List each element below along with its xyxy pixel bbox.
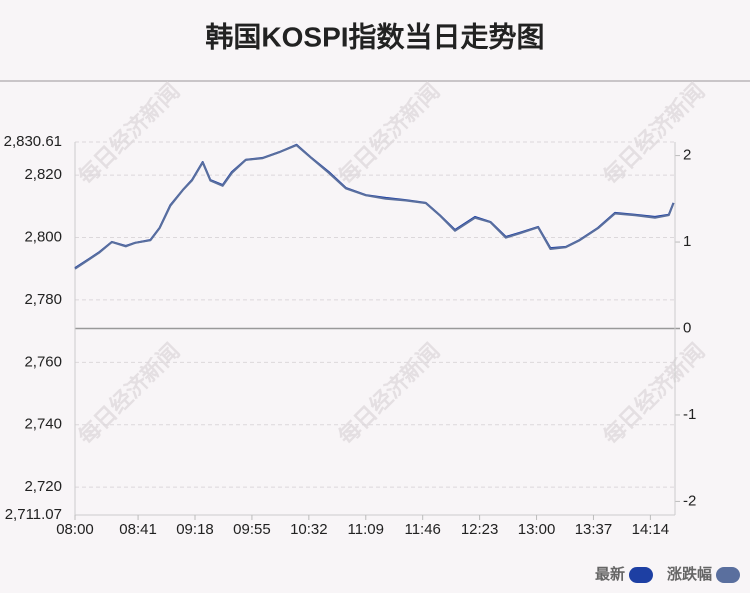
legend-label: 最新 <box>595 565 625 583</box>
x-tick-label: 10:32 <box>290 521 328 538</box>
y-tick-label: 2,760 <box>24 353 62 370</box>
x-tick-label: 13:00 <box>518 521 556 538</box>
x-tick-label: 11:09 <box>348 521 384 538</box>
legend-swatch <box>628 567 653 583</box>
y2-tick-label: 1 <box>683 233 691 250</box>
x-tick-label: 08:41 <box>119 521 157 538</box>
y2-tick-label: -2 <box>683 492 696 509</box>
legend-swatch <box>716 567 740 583</box>
x-tick-label: 14:14 <box>632 521 670 538</box>
x-tick-label: 09:55 <box>233 521 271 538</box>
y-tick-label: 2,720 <box>24 478 62 495</box>
y2-tick-label: -1 <box>683 406 696 423</box>
x-tick-label: 13:37 <box>575 521 613 538</box>
x-tick-label: 12:23 <box>461 521 499 538</box>
y-tick-label: 2,711.07 <box>5 506 62 523</box>
series-line <box>74 144 675 270</box>
x-tick-label: 09:18 <box>176 521 214 538</box>
y-tick-label: 2,740 <box>24 416 62 433</box>
y-tick-label: 2,830.61 <box>4 133 62 150</box>
y-tick-label: 2,780 <box>24 291 62 308</box>
y2-tick-label: 0 <box>683 319 691 336</box>
chart-title: 韩国KOSPI指数当日走势图 <box>205 21 544 52</box>
x-tick-label: 08:00 <box>56 521 94 538</box>
y2-tick-label: 2 <box>683 147 691 164</box>
legend-label: 涨跌幅 <box>667 565 712 583</box>
y-tick-label: 2,820 <box>24 166 62 183</box>
x-tick-label: 11:46 <box>404 521 440 538</box>
y-tick-label: 2,800 <box>24 228 62 245</box>
